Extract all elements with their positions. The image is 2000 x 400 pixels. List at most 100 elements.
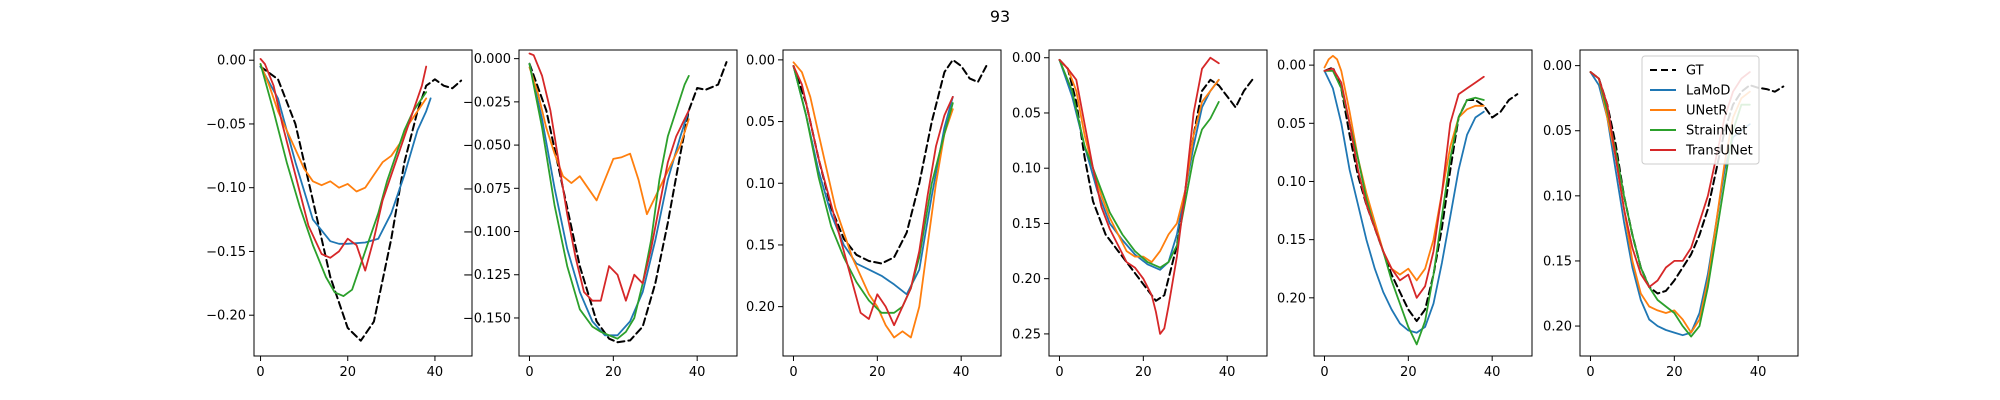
axes-frame	[1579, 49, 1799, 357]
subplot-2: 0 20 40 0.000 −0.025 −0.050 −0.075 −0.100 −0.125…	[463, 49, 738, 380]
series-group	[1323, 54, 1519, 346]
y-tick-label: 0.000	[474, 52, 511, 67]
y-tick-label: −0.150	[463, 311, 511, 326]
y-tick-label: −0.15	[206, 245, 246, 260]
series-line-gt	[1058, 58, 1254, 302]
subplot-4: 0 20 40 0.00 0.05 0.10 0.15 0.20 0.25	[1012, 49, 1268, 380]
series-line-transunet	[259, 58, 428, 272]
series-line-unetr	[259, 63, 428, 193]
y-tick-label: 0.25	[1012, 327, 1041, 342]
series-line-transunet	[792, 65, 954, 327]
series-line-transunet	[528, 52, 690, 302]
x-tick-label: 20	[869, 365, 886, 380]
y-tick-label: 0.10	[746, 177, 775, 192]
subplot-1: 0 20 40 0.00 −0.05 −0.10 −0.15 −0.20	[206, 49, 473, 380]
legend: GT LaMoD UNetR StrainNet TransUNet	[1641, 55, 1760, 165]
x-tick-label: 0	[1320, 365, 1328, 380]
series-line-strainnet	[1589, 71, 1751, 338]
legend-label-lamod: LaMoD	[1686, 84, 1730, 99]
x-tick-label: 40	[1484, 365, 1501, 380]
y-tick-label: 0.15	[1543, 254, 1572, 269]
y-tick-label: −0.050	[463, 139, 511, 154]
series-line-lamod	[1323, 70, 1485, 334]
series-line-gt	[792, 58, 988, 265]
y-tick-label: 0.05	[746, 115, 775, 130]
series-line-strainnet	[792, 65, 954, 314]
y-tick-label: 0.10	[1012, 162, 1041, 177]
legend-label-strainnet: StrainNet	[1686, 124, 1747, 139]
axes-frame	[782, 49, 1002, 357]
x-tick-label: 40	[1219, 365, 1236, 380]
y-tick-label: −0.05	[206, 117, 246, 132]
series-line-strainnet	[1323, 70, 1485, 346]
x-tick-label: 0	[525, 365, 533, 380]
series-group	[1058, 56, 1254, 335]
series-line-transunet	[1323, 67, 1485, 299]
series-line-unetr	[792, 61, 954, 339]
y-tick-label: 0.05	[1277, 117, 1306, 132]
y-tick-label: 0.20	[1543, 320, 1572, 335]
x-tick-label: 0	[789, 365, 797, 380]
subplot-5: 0 20 40 0.00 0.05 0.10 0.15 0.20	[1277, 49, 1533, 380]
y-tick-label: 0.00	[217, 54, 246, 69]
axes-frame	[518, 49, 738, 357]
series-line-gt	[528, 61, 728, 344]
series-group	[259, 58, 463, 342]
series-group	[528, 52, 728, 344]
series-line-lamod	[259, 65, 432, 245]
y-tick-label: −0.125	[463, 268, 511, 283]
legend-label-unetr: UNetR	[1686, 104, 1727, 119]
y-tick-label: 0.00	[1277, 59, 1306, 74]
x-tick-label: 20	[1666, 365, 1683, 380]
y-tick-label: 0.20	[1277, 291, 1306, 306]
y-tick-label: 0.20	[1012, 272, 1041, 287]
x-tick-label: 40	[689, 365, 706, 380]
subplots: 0 20 400.00−0.05−0.10−0.15−0.200 20 400.000−…	[206, 49, 1799, 380]
y-tick-label: −0.075	[463, 182, 511, 197]
figure-title: 93	[990, 7, 1010, 26]
y-tick-label: 0.10	[1543, 189, 1572, 204]
y-tick-label: 0.00	[746, 53, 775, 68]
series-line-transunet	[1058, 56, 1220, 335]
y-tick-label: −0.025	[463, 95, 511, 110]
legend-label-transunet: TransUNet	[1685, 144, 1753, 159]
y-tick-label: 0.00	[1012, 51, 1041, 66]
series-line-lamod	[792, 65, 954, 296]
legend-box	[1641, 55, 1760, 165]
y-tick-label: −0.10	[206, 181, 246, 196]
y-tick-label: 0.05	[1012, 106, 1041, 121]
y-tick-label: 0.15	[1277, 233, 1306, 248]
series-line-strainnet	[1058, 59, 1220, 269]
y-tick-label: 0.20	[746, 300, 775, 315]
axes-frame	[253, 49, 473, 357]
y-tick-label: 0.15	[1012, 217, 1041, 232]
x-tick-label: 20	[339, 365, 356, 380]
x-tick-label: 0	[1586, 365, 1594, 380]
y-tick-label: 0.10	[1277, 175, 1306, 190]
x-tick-label: 20	[1400, 365, 1417, 380]
y-tick-label: 0.15	[746, 238, 775, 253]
axes-frame	[1313, 49, 1533, 357]
x-tick-label: 40	[953, 365, 970, 380]
series-line-strainnet	[528, 62, 690, 340]
x-tick-label: 40	[1750, 365, 1767, 380]
series-group	[792, 58, 988, 339]
series-line-strainnet	[259, 63, 428, 298]
series-line-unetr	[528, 66, 690, 216]
y-tick-label: 0.05	[1543, 124, 1572, 139]
series-line-gt	[1323, 66, 1519, 323]
series-line-lamod	[1058, 59, 1220, 271]
y-tick-label: 0.00	[1543, 59, 1572, 74]
y-tick-label: −0.100	[463, 225, 511, 240]
x-tick-label: 20	[605, 365, 622, 380]
y-tick-label: −0.20	[206, 309, 246, 324]
axes-frame	[1048, 49, 1268, 357]
series-line-unetr	[1323, 54, 1485, 282]
subplot-6: 0 20 40 0.00 0.05 0.10 0.15 0.20 GT LaMoD UNetR Str…	[1543, 49, 1799, 380]
x-tick-label: 40	[427, 365, 444, 380]
series-line-gt	[259, 65, 463, 342]
x-tick-label: 0	[1055, 365, 1063, 380]
legend-label-gt: GT	[1686, 64, 1704, 79]
series-line-unetr	[1058, 59, 1220, 264]
